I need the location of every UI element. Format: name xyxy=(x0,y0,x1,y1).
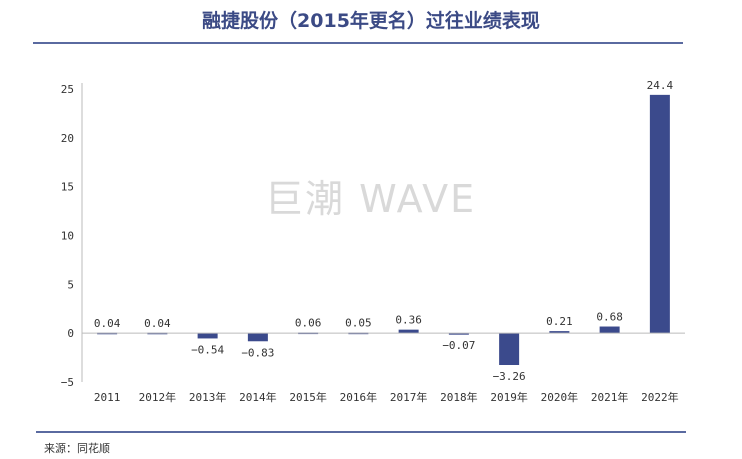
bar xyxy=(649,94,670,334)
data-label: 0.04 xyxy=(94,317,121,330)
title-divider xyxy=(33,42,683,44)
x-tick-label: 2014年 xyxy=(239,390,277,404)
data-label: 0.21 xyxy=(546,315,573,328)
data-label: −0.07 xyxy=(442,339,475,352)
footer-divider xyxy=(36,431,686,433)
data-label: 0.05 xyxy=(345,317,372,330)
x-tick-label: 2019年 xyxy=(490,390,528,404)
y-tick-label: 25 xyxy=(61,83,74,96)
x-tick-label: 2011 xyxy=(94,391,121,404)
bar xyxy=(398,329,419,334)
x-tick-label: 2016年 xyxy=(340,390,378,404)
y-tick-label: 15 xyxy=(61,181,74,194)
data-label: 0.04 xyxy=(144,317,171,330)
source-note: 来源：同花顺 xyxy=(44,442,110,455)
data-label: 24.4 xyxy=(647,79,674,92)
data-label: −3.26 xyxy=(493,370,526,383)
data-label: 0.36 xyxy=(395,314,422,327)
data-label: 0.68 xyxy=(596,311,623,324)
x-tick-label: 2012年 xyxy=(139,390,177,404)
data-label: 0.06 xyxy=(295,317,322,330)
x-tick-label: 2021年 xyxy=(591,390,629,404)
bar xyxy=(549,331,570,334)
y-tick-label: 0 xyxy=(67,327,74,340)
y-tick-label: 5 xyxy=(67,278,74,291)
y-tick-label: 10 xyxy=(61,230,74,243)
x-tick-label: 2020年 xyxy=(541,390,579,404)
x-tick-label: 2022年 xyxy=(641,390,679,404)
bar xyxy=(247,333,268,342)
y-tick-label: 20 xyxy=(61,132,74,145)
bar xyxy=(448,333,469,335)
data-label: −0.54 xyxy=(191,343,224,356)
watermark: 巨潮 WAVE xyxy=(265,177,477,221)
x-tick-label: 2018年 xyxy=(440,390,478,404)
bar xyxy=(499,333,520,366)
x-tick-label: 2015年 xyxy=(289,390,327,404)
chart-title: 融捷股份（2015年更名）过往业绩表现 xyxy=(202,10,540,32)
x-tick-label: 2017年 xyxy=(390,390,428,404)
bar xyxy=(197,333,218,339)
y-tick-label: −5 xyxy=(61,376,74,389)
x-tick-label: 2013年 xyxy=(189,390,227,404)
bar xyxy=(599,326,620,334)
data-label: −0.83 xyxy=(241,346,274,359)
